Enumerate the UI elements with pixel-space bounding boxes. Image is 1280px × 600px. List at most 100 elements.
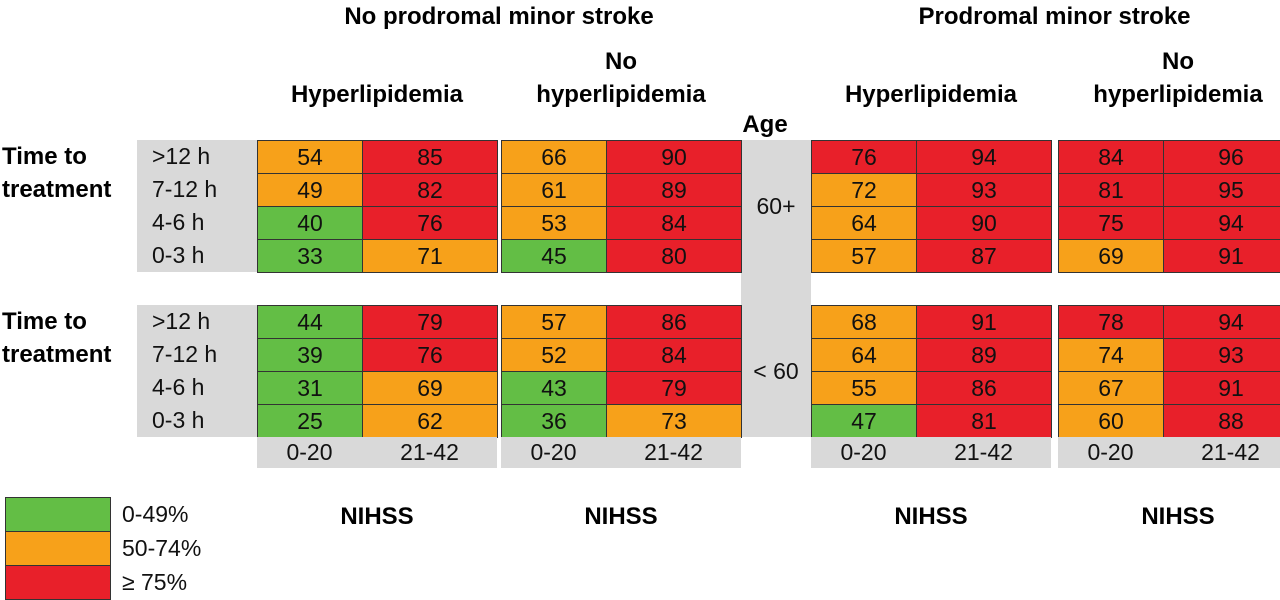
heat-cell: 57 <box>811 239 917 273</box>
age-column <box>741 140 811 437</box>
time-label: Time to treatment <box>2 308 112 368</box>
heat-cell: 61 <box>501 173 607 207</box>
heat-cell: 87 <box>916 239 1052 273</box>
time-column <box>137 140 257 272</box>
panel-title: No hyperlipidemia <box>536 48 706 108</box>
legend-swatch <box>5 531 111 566</box>
axis-label: NIHSS <box>894 503 968 530</box>
nihss-category: 0-20 <box>1058 437 1163 468</box>
nihss-category: 21-42 <box>606 437 741 468</box>
time-row-label: 0-3 h <box>152 407 205 433</box>
heat-cell: 90 <box>606 140 742 174</box>
nihss-category: 21-42 <box>362 437 497 468</box>
heat-cell: 40 <box>257 206 363 240</box>
heat-cell: 80 <box>606 239 742 273</box>
heat-cell: 72 <box>811 173 917 207</box>
time-row-label: 7-12 h <box>152 341 218 367</box>
heat-cell: 55 <box>811 371 917 405</box>
heat-cell: 84 <box>606 338 742 372</box>
heat-cell: 54 <box>257 140 363 174</box>
heat-cell: 76 <box>362 338 498 372</box>
heat-cell: 79 <box>606 371 742 405</box>
nihss-category: 21-42 <box>916 437 1051 468</box>
time-row-label: 0-3 h <box>152 242 205 268</box>
time-label: Time to treatment <box>2 143 112 203</box>
heat-cell: 94 <box>1163 206 1280 240</box>
age-label: 60+ <box>756 192 796 219</box>
group-title: No prodromal minor stroke <box>344 3 654 30</box>
heat-cell: 39 <box>257 338 363 372</box>
heat-cell: 47 <box>811 404 917 438</box>
heat-cell: 84 <box>606 206 742 240</box>
heat-cell: 74 <box>1058 338 1164 372</box>
heat-cell: 89 <box>916 338 1052 372</box>
heat-cell: 88 <box>1163 404 1280 438</box>
heat-cell: 44 <box>257 305 363 339</box>
heat-cell: 95 <box>1163 173 1280 207</box>
heat-cell: 86 <box>916 371 1052 405</box>
heat-cell: 36 <box>501 404 607 438</box>
heat-cell: 84 <box>1058 140 1164 174</box>
heat-cell: 45 <box>501 239 607 273</box>
heat-cell: 68 <box>811 305 917 339</box>
heat-cell: 49 <box>257 173 363 207</box>
legend-label: ≥ 75% <box>122 569 188 595</box>
axis-label: NIHSS <box>584 503 658 530</box>
age-label: < 60 <box>753 357 799 384</box>
heat-cell: 81 <box>916 404 1052 438</box>
heat-cell: 57 <box>501 305 607 339</box>
heat-cell: 69 <box>362 371 498 405</box>
panel-title: Hyperlipidemia <box>290 81 464 108</box>
heat-cell: 71 <box>362 239 498 273</box>
time-row-label: >12 h <box>152 143 211 169</box>
heat-cell: 94 <box>916 140 1052 174</box>
nihss-category: 0-20 <box>811 437 916 468</box>
heat-cell: 93 <box>916 173 1052 207</box>
time-row-label: >12 h <box>152 308 211 334</box>
nihss-category: 21-42 <box>1163 437 1280 468</box>
heat-cell: 81 <box>1058 173 1164 207</box>
axis-label: NIHSS <box>340 503 414 530</box>
heat-cell: 96 <box>1163 140 1280 174</box>
time-row-label: 7-12 h <box>152 176 218 202</box>
nihss-category: 0-20 <box>501 437 606 468</box>
heat-cell: 76 <box>362 206 498 240</box>
heat-cell: 43 <box>501 371 607 405</box>
heat-cell: 62 <box>362 404 498 438</box>
heat-cell: 66 <box>501 140 607 174</box>
heat-cell: 53 <box>501 206 607 240</box>
legend-swatch <box>5 565 111 600</box>
heat-cell: 67 <box>1058 371 1164 405</box>
heat-cell: 78 <box>1058 305 1164 339</box>
heat-cell: 73 <box>606 404 742 438</box>
heat-cell: 93 <box>1163 338 1280 372</box>
legend-label: 50-74% <box>122 535 202 561</box>
time-row-label: 4-6 h <box>152 374 205 400</box>
heat-cell: 94 <box>1163 305 1280 339</box>
heat-cell: 86 <box>606 305 742 339</box>
heat-cell: 85 <box>362 140 498 174</box>
legend-label: 0-49% <box>122 501 189 527</box>
heat-cell: 52 <box>501 338 607 372</box>
heat-cell: 64 <box>811 206 917 240</box>
time-row-label: 4-6 h <box>152 209 205 235</box>
axis-label: NIHSS <box>1141 503 1215 530</box>
heat-cell: 75 <box>1058 206 1164 240</box>
panel-title: No hyperlipidemia <box>1093 48 1263 108</box>
panel-title: Hyperlipidemia <box>844 81 1018 108</box>
heat-cell: 89 <box>606 173 742 207</box>
group-title: Prodromal minor stroke <box>918 3 1191 30</box>
heat-cell: 76 <box>811 140 917 174</box>
heat-cell: 91 <box>916 305 1052 339</box>
heat-cell: 82 <box>362 173 498 207</box>
heat-cell: 91 <box>1163 239 1280 273</box>
heat-cell: 60 <box>1058 404 1164 438</box>
heat-cell: 91 <box>1163 371 1280 405</box>
legend-swatch <box>5 497 111 532</box>
heat-cell: 64 <box>811 338 917 372</box>
nihss-category: 0-20 <box>257 437 362 468</box>
time-column <box>137 305 257 437</box>
age-header: Age <box>742 111 788 138</box>
heat-cell: 31 <box>257 371 363 405</box>
